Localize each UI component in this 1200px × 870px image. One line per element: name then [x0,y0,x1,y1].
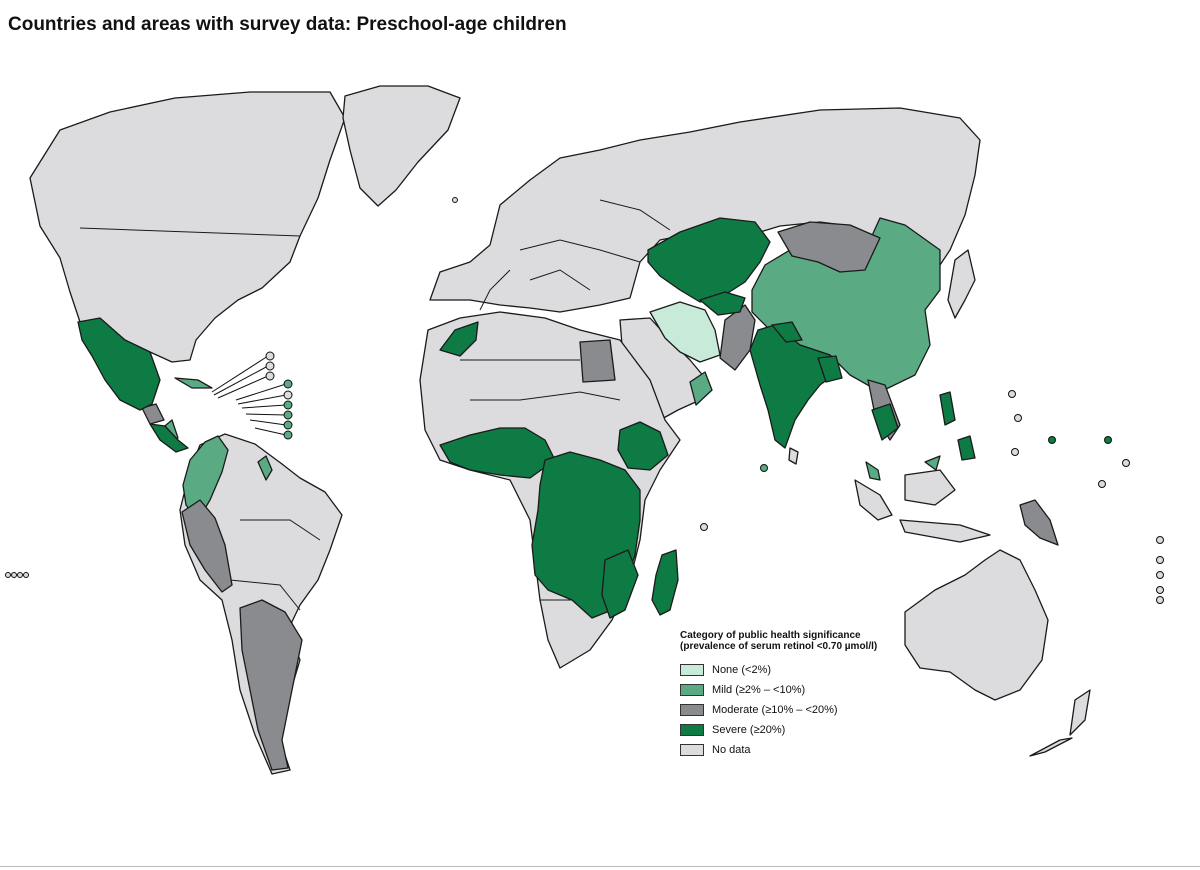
legend-heading: Category of public health significance (… [680,630,878,652]
legend-item-nodata: No data [680,740,880,760]
region-central-asia [699,291,746,316]
land-sri-lanka [788,447,799,465]
region-mongolia [777,221,881,273]
region-pakistan [719,304,756,371]
region-mexico [77,317,161,411]
region-bangladesh [817,355,843,383]
region-kazakhstan [647,217,771,303]
legend-item-moderate: Moderate (≥10% – <20%) [680,700,880,720]
country-borders [79,199,671,611]
land-new-zealand [1029,689,1091,757]
map-legend: Category of public health significance (… [680,630,880,760]
region-peru [181,499,233,593]
caribbean-callouts [211,351,293,440]
region-cuba [174,377,213,389]
region-oman [689,371,713,406]
legend-item-none: None (<2%) [680,660,880,680]
legend-swatch-mild [680,684,704,696]
region-morocco [439,321,479,357]
severe-regions [77,217,976,619]
region-central-america [149,423,189,453]
moderate-regions [141,221,1059,771]
bottom-rule [0,866,1200,867]
land-japan [947,249,976,319]
legend-label-mild: Mild (≥2% – <10%) [712,684,806,696]
legend-swatch-severe [680,724,704,736]
region-papua-new-guinea [1019,499,1059,546]
region-guatemala [141,403,165,425]
land-north-america [29,91,346,363]
region-madagascar [651,549,679,616]
region-cambodia [871,403,899,441]
land-greenland [342,85,461,207]
legend-swatch-none [680,664,704,676]
region-nepal [771,321,803,343]
legend-item-mild: Mild (≥2% – <10%) [680,680,880,700]
region-argentina [239,599,303,771]
island-markers [5,197,1164,604]
legend-label-severe: Severe (≥20%) [712,724,786,736]
land-indonesia [854,469,991,543]
land-australia [904,549,1049,701]
region-philippines [939,391,976,461]
region-egypt [579,339,616,383]
legend-label-nodata: No data [712,744,751,756]
region-guyana [257,455,273,481]
legend-swatch-nodata [680,744,704,756]
region-colombia [182,435,229,521]
legend-item-severe: Severe (≥20%) [680,720,880,740]
legend-label-none: None (<2%) [712,664,772,676]
page-title: Countries and areas with survey data: Pr… [8,14,567,35]
legend-label-moderate: Moderate (≥10% – <20%) [712,704,838,716]
region-mozambique [601,549,639,619]
region-malaysia [865,455,941,481]
region-ethiopia [617,421,669,471]
no-data-land [29,85,1091,775]
legend-swatch-moderate [680,704,704,716]
